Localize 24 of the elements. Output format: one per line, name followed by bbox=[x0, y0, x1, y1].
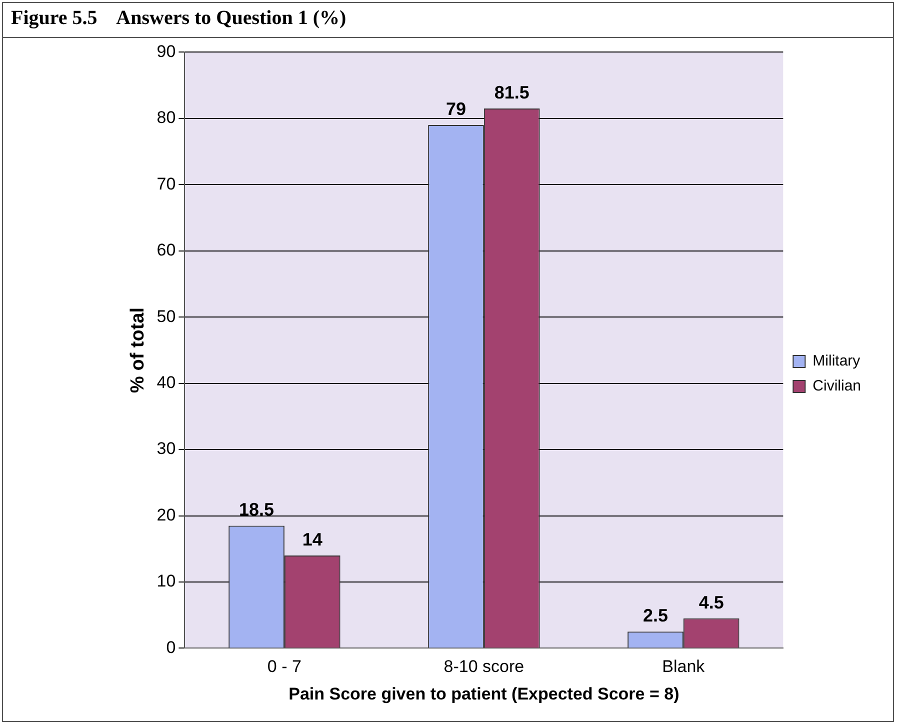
y-tick-label: 70 bbox=[156, 174, 176, 194]
data-label: 14 bbox=[302, 529, 322, 550]
y-tick-label: 20 bbox=[156, 505, 176, 524]
y-tick-label: 80 bbox=[156, 108, 176, 128]
x-tick-label: 0 - 7 bbox=[267, 657, 302, 676]
y-axis-title: % of total bbox=[128, 307, 149, 393]
x-tick-label: 8-10 score bbox=[444, 657, 524, 676]
x-tick-label: Blank bbox=[662, 657, 706, 676]
data-label: 2.5 bbox=[642, 606, 668, 626]
chart-title: Figure 5.5 Answers to Question 1 (%) bbox=[11, 7, 346, 30]
x-axis-title: Pain Score given to patient (Expected Score = 8) bbox=[288, 684, 680, 704]
y-tick-label: 30 bbox=[156, 439, 176, 458]
y-tick-label: 60 bbox=[156, 240, 176, 260]
data-label: 81.5 bbox=[494, 82, 530, 102]
data-label: 18.5 bbox=[239, 500, 274, 520]
legend-label: Military bbox=[812, 352, 861, 370]
y-tick-label: 90 bbox=[156, 42, 176, 61]
y-tick-label: 40 bbox=[156, 373, 176, 392]
data-label: 4.5 bbox=[698, 592, 724, 612]
y-tick-label: 0 bbox=[166, 638, 176, 657]
y-tick-label: 50 bbox=[156, 306, 176, 326]
y-tick-label: 10 bbox=[156, 572, 176, 591]
data-label: 79 bbox=[446, 99, 466, 120]
legend-label: Civilian bbox=[812, 378, 862, 395]
